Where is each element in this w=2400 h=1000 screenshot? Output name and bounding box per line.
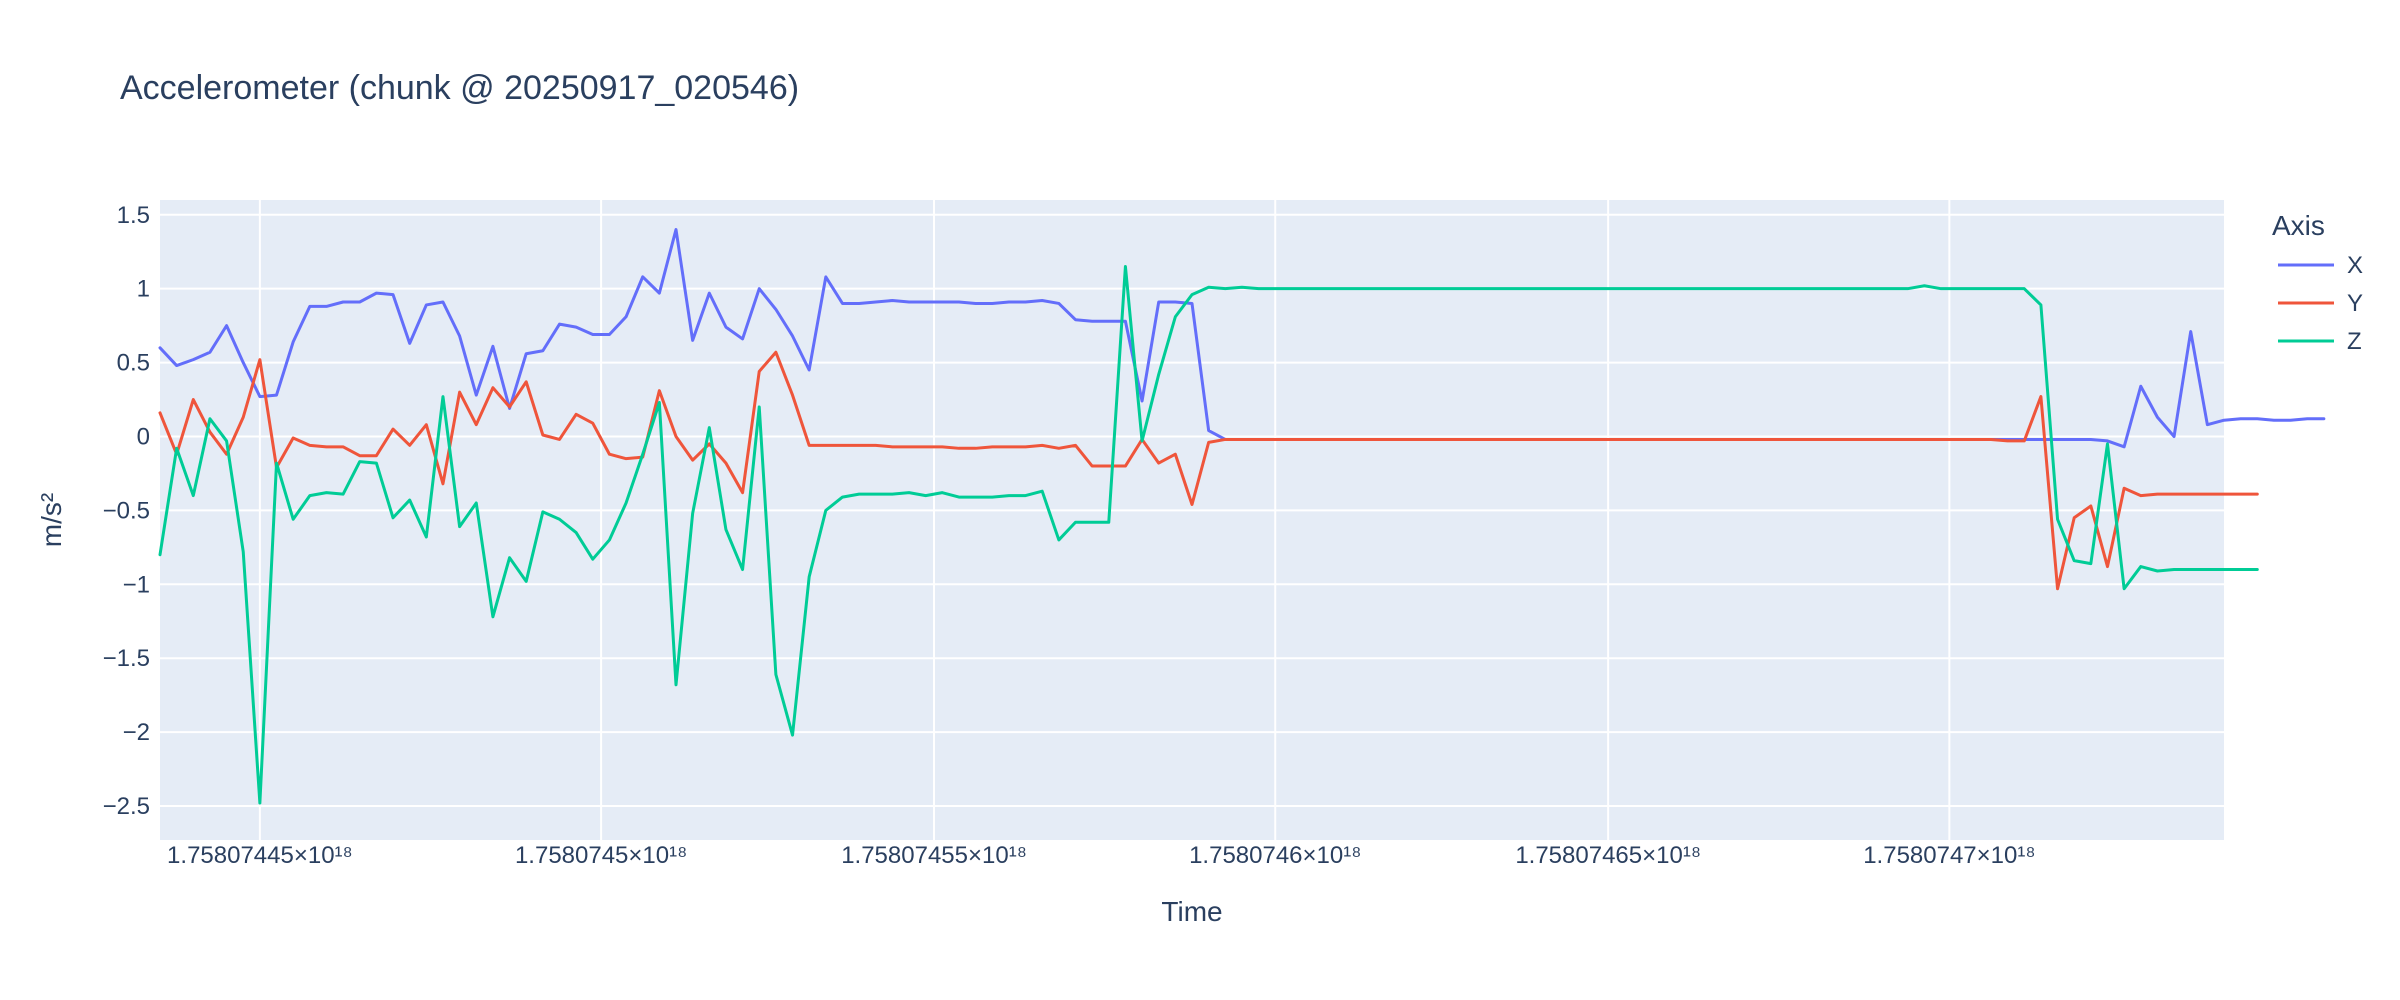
y-tick-label: 1.5 [117, 202, 150, 229]
y-tick-label: −1 [123, 571, 150, 598]
y-tick-label: 0 [137, 423, 150, 450]
y-tick-label: −2.5 [103, 793, 150, 820]
y-tick-label: −2 [123, 719, 150, 746]
legend: Axis XYZ [2272, 210, 2363, 355]
y-tick-label: 1 [137, 276, 150, 303]
x-gridlines [258, 200, 1951, 840]
x-axis-label: Time [1161, 896, 1222, 927]
legend-label-y: Y [2347, 290, 2363, 317]
y-tick-label: −1.5 [103, 645, 150, 672]
series-line-y [158, 350, 2259, 591]
x-tick-label: 1.75807445×10¹⁸ [167, 842, 353, 869]
y-gridlines [160, 213, 2224, 808]
x-tick-labels: 1.75807445×10¹⁸ 1.7580745×10¹⁸ 1.75807455×… [167, 842, 2035, 869]
series-lines [158, 228, 2326, 805]
legend-label-z: Z [2347, 328, 2362, 355]
y-tick-label: 0.5 [117, 350, 150, 377]
x-tick-label: 1.75807455×10¹⁸ [841, 842, 1027, 869]
y-axis-label: m/s² [36, 493, 67, 547]
y-tick-labels: 1.5 1 0.5 0 −0.5 −1 −1.5 −2 −2.5 [103, 202, 150, 820]
series-line-z [158, 265, 2259, 805]
legend-label-x: X [2347, 252, 2363, 279]
y-tick-label: −0.5 [103, 497, 150, 524]
x-tick-label: 1.7580747×10¹⁸ [1863, 842, 2035, 869]
x-tick-label: 1.75807465×10¹⁸ [1515, 842, 1701, 869]
x-tick-label: 1.7580745×10¹⁸ [515, 842, 687, 869]
legend-title: Axis [2272, 210, 2325, 241]
x-tick-label: 1.7580746×10¹⁸ [1189, 842, 1361, 869]
chart-title: Accelerometer (chunk @ 20250917_020546) [120, 69, 799, 107]
